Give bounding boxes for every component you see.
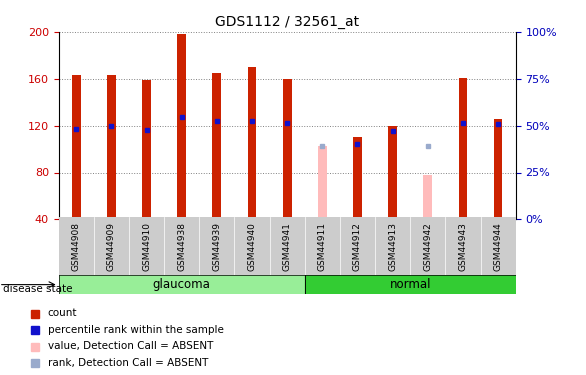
Text: rank, Detection Call = ABSENT: rank, Detection Call = ABSENT: [48, 358, 208, 368]
Bar: [234, 217, 270, 276]
Bar: [59, 217, 94, 276]
Bar: [305, 275, 516, 294]
Bar: [270, 217, 305, 276]
Text: GSM44909: GSM44909: [107, 222, 116, 271]
Bar: [94, 217, 129, 276]
Bar: [410, 217, 445, 276]
Text: disease state: disease state: [3, 285, 73, 294]
Bar: [318, 146, 327, 219]
Text: value, Detection Call = ABSENT: value, Detection Call = ABSENT: [48, 342, 213, 351]
Bar: [423, 175, 432, 219]
Bar: [340, 217, 375, 276]
Text: GSM44940: GSM44940: [247, 222, 257, 271]
Text: GSM44941: GSM44941: [282, 222, 292, 271]
Bar: [493, 118, 503, 219]
Text: glaucoma: glaucoma: [153, 278, 210, 291]
Bar: [445, 217, 481, 276]
Bar: [177, 34, 186, 219]
Bar: [199, 217, 234, 276]
Text: normal: normal: [390, 278, 431, 291]
Bar: [212, 73, 221, 219]
Text: GSM44913: GSM44913: [388, 222, 397, 271]
Bar: [481, 217, 516, 276]
Text: GSM44943: GSM44943: [458, 222, 468, 271]
Bar: [353, 137, 362, 219]
Bar: [247, 67, 257, 219]
Text: count: count: [48, 309, 77, 318]
Text: GSM44912: GSM44912: [353, 222, 362, 271]
Text: GSM44942: GSM44942: [423, 222, 432, 271]
Bar: [107, 75, 116, 219]
Bar: [72, 75, 81, 219]
Text: GSM44938: GSM44938: [177, 222, 186, 271]
Text: GSM44910: GSM44910: [142, 222, 151, 271]
Bar: [59, 275, 305, 294]
Bar: [142, 80, 151, 219]
Bar: [305, 217, 340, 276]
Text: GSM44908: GSM44908: [71, 222, 81, 271]
Bar: [388, 126, 397, 219]
Text: percentile rank within the sample: percentile rank within the sample: [48, 325, 224, 335]
Bar: [458, 78, 468, 219]
Text: GSM44911: GSM44911: [318, 222, 327, 271]
Text: GSM44944: GSM44944: [493, 222, 503, 271]
Text: GSM44939: GSM44939: [212, 222, 222, 271]
Bar: [283, 79, 292, 219]
Bar: [164, 217, 199, 276]
Bar: [375, 217, 410, 276]
Title: GDS1112 / 32561_at: GDS1112 / 32561_at: [215, 15, 359, 30]
Bar: [129, 217, 164, 276]
